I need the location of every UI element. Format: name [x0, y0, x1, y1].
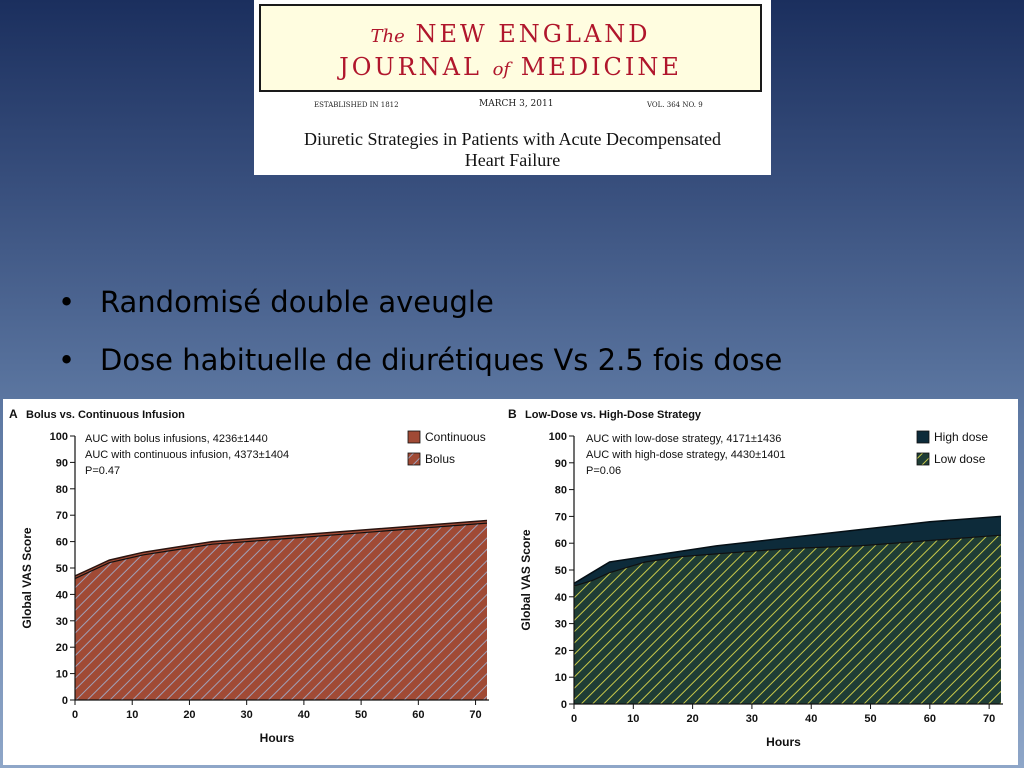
- masthead-journal: JOURNAL: [339, 53, 482, 81]
- y-tick-label: 70: [555, 511, 567, 523]
- y-tick-label: 50: [555, 565, 567, 577]
- bullet-list: • Randomisé double aveugle • Dose habituel…: [58, 273, 782, 389]
- series-line-continuous: [74, 519, 488, 577]
- x-axis-label: Hours: [260, 731, 295, 745]
- x-tick-label: 10: [126, 709, 138, 721]
- y-tick-label: 70: [56, 510, 68, 522]
- article-title-line-2: Heart Failure: [464, 150, 561, 170]
- x-tick-label: 20: [686, 713, 698, 725]
- y-tick-label: 10: [56, 669, 68, 681]
- y-axis-label: Global VAS Score: [20, 527, 34, 628]
- bullet-dot-icon: •: [58, 343, 76, 377]
- masthead-of: of: [492, 59, 511, 80]
- bullet-item: • Randomisé double aveugle: [58, 273, 782, 331]
- article-title: Diuretic Strategies in Patients with Acu…: [254, 129, 771, 171]
- y-tick-label: 50: [56, 563, 68, 575]
- y-tick-label: 60: [555, 538, 567, 550]
- masthead-line-2: JOURNAL of MEDICINE: [261, 52, 760, 85]
- x-tick-label: 10: [627, 713, 639, 725]
- y-axis-label: Global VAS Score: [519, 529, 533, 630]
- y-tick-label: 100: [50, 431, 68, 443]
- chart-title: Low-Dose vs. High-Dose Strategy: [525, 409, 702, 421]
- x-tick-label: 70: [469, 709, 481, 721]
- chart-annotation: AUC with bolus infusions, 4236±1440: [85, 433, 268, 445]
- x-tick-label: 0: [72, 709, 78, 721]
- legend-label: High dose: [934, 430, 988, 444]
- x-tick-label: 20: [183, 709, 195, 721]
- volume-number: VOL. 364 NO. 9: [647, 101, 703, 109]
- x-tick-label: 30: [241, 709, 253, 721]
- y-tick-label: 0: [62, 695, 68, 707]
- legend-swatch: [407, 452, 421, 466]
- established-text: ESTABLISHED IN 1812: [314, 101, 399, 109]
- y-tick-label: 40: [56, 589, 68, 601]
- legend-label: Bolus: [425, 452, 455, 466]
- chart-annotation: P=0.47: [85, 465, 120, 477]
- x-tick-label: 40: [298, 709, 310, 721]
- series-area-bolus: [75, 523, 487, 700]
- chart-annotation: AUC with low-dose strategy, 4171±1436: [586, 433, 781, 445]
- chart-annotation: AUC with high-dose strategy, 4430±1401: [586, 449, 786, 461]
- bullet-text: Dose habituelle de diurétiques Vs 2.5 fo…: [100, 343, 783, 377]
- y-tick-label: 20: [555, 645, 567, 657]
- chart-panel-a: A Bolus vs. Continuous Infusion 0 10 20 30 40 5…: [9, 407, 489, 745]
- y-tick-label: 10: [555, 672, 567, 684]
- legend-swatch: [916, 452, 930, 466]
- y-tick-label: 90: [56, 457, 68, 469]
- chart-title: Bolus vs. Continuous Infusion: [26, 409, 185, 421]
- x-tick-label: 50: [864, 713, 876, 725]
- figure-panel: A Bolus vs. Continuous Infusion 0 10 20 30 40 5…: [3, 399, 1018, 765]
- chart-annotation: P=0.06: [586, 465, 621, 477]
- y-tick-label: 80: [555, 485, 567, 497]
- legend-label: Continuous: [425, 430, 486, 444]
- x-tick-label: 50: [355, 709, 367, 721]
- y-tick-label: 40: [555, 592, 567, 604]
- x-axis-label: Hours: [766, 735, 801, 749]
- legend-label: Low dose: [934, 452, 986, 466]
- x-tick-label: 60: [924, 713, 936, 725]
- legend-swatch: [916, 430, 930, 444]
- y-tick-label: 90: [555, 458, 567, 470]
- x-tick-label: 30: [746, 713, 758, 725]
- journal-masthead: The NEW ENGLAND JOURNAL of MEDICINE: [259, 4, 762, 92]
- series-line-bolus: [74, 522, 488, 580]
- x-tick-label: 40: [805, 713, 817, 725]
- legend-swatch: [407, 430, 421, 444]
- y-tick-label: 0: [561, 699, 567, 711]
- chart-panel-b: B Low-Dose vs. High-Dose Strategy 0 10 20 30 4…: [508, 407, 1003, 749]
- y-tick-label: 80: [56, 484, 68, 496]
- issue-date: MARCH 3, 2011: [479, 99, 554, 109]
- panel-letter: B: [508, 407, 517, 421]
- series-area-low-dose: [574, 535, 1001, 704]
- article-title-line-1: Diuretic Strategies in Patients with Acu…: [304, 129, 721, 149]
- y-tick-label: 30: [555, 619, 567, 631]
- bullet-dot-icon: •: [58, 285, 76, 319]
- nejm-header: The NEW ENGLAND JOURNAL of MEDICINE ESTA…: [254, 0, 771, 175]
- x-tick-label: 70: [983, 713, 995, 725]
- bullet-text: Randomisé double aveugle: [100, 285, 494, 319]
- y-tick-label: 100: [549, 431, 567, 443]
- masthead-medicine: MEDICINE: [520, 53, 682, 81]
- y-tick-label: 20: [56, 642, 68, 654]
- y-tick-label: 60: [56, 537, 68, 549]
- figure-charts: A Bolus vs. Continuous Infusion 0 10 20 30 40 5…: [9, 407, 1003, 749]
- panel-letter: A: [9, 407, 18, 421]
- x-tick-label: 0: [571, 713, 577, 725]
- masthead-the: The: [370, 26, 405, 47]
- bullet-item: • Dose habituelle de diurétiques Vs 2.5 f…: [58, 331, 782, 389]
- masthead-new-england: NEW ENGLAND: [415, 20, 651, 48]
- y-tick-label: 30: [56, 616, 68, 628]
- chart-annotation: AUC with continuous infusion, 4373±1404: [85, 449, 289, 461]
- masthead-line-1: The NEW ENGLAND: [261, 19, 760, 52]
- x-tick-label: 60: [412, 709, 424, 721]
- series-line-low-dose: [573, 534, 1002, 587]
- series-line-high-dose: [573, 515, 1002, 585]
